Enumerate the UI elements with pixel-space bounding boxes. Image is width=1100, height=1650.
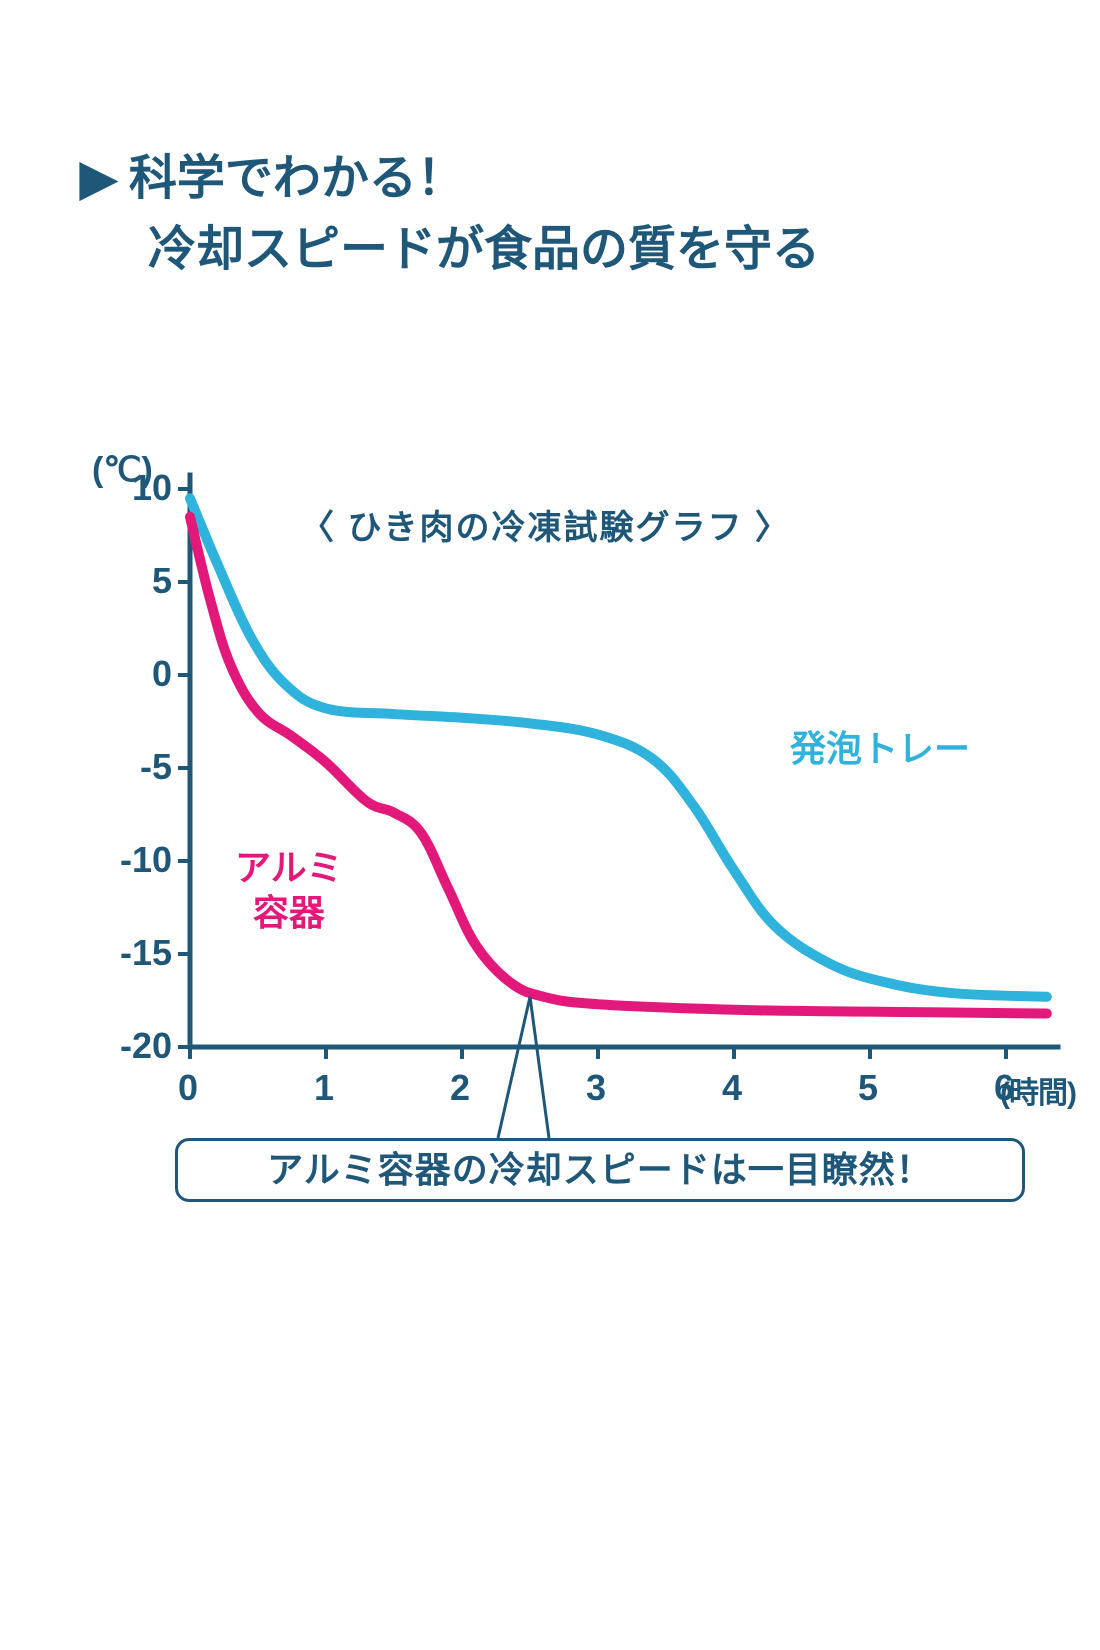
y-tick-label: 0 <box>152 653 172 695</box>
y-tick-label: -20 <box>120 1025 172 1067</box>
callout-text: アルミ容器の冷却スピードは一目瞭然！ <box>267 1149 933 1190</box>
series-label-foam-tray: 発泡トレー <box>790 720 970 772</box>
callout-box: アルミ容器の冷却スピードは一目瞭然！ <box>175 1138 1025 1202</box>
series-label-aluminum: アルミ 容器 <box>235 845 343 935</box>
x-tick-label: 0 <box>178 1067 198 1109</box>
chart-subtitle: 〈 ひき肉の冷凍試験グラフ 〉 <box>300 500 791 549</box>
freezing-chart <box>0 0 1100 1650</box>
x-tick-label: 2 <box>450 1067 470 1109</box>
x-tick-label: 3 <box>586 1067 606 1109</box>
x-tick-label: 4 <box>722 1067 742 1109</box>
y-tick-label: 10 <box>132 467 172 509</box>
series-label-aluminum-line2: 容器 <box>235 890 343 935</box>
x-tick-label: 1 <box>314 1067 334 1109</box>
y-tick-label: -15 <box>120 932 172 974</box>
series-label-aluminum-line1: アルミ <box>235 845 343 890</box>
page: ▶科学でわかる！ 冷却スピードが食品の質を守る (℃) (時間) 〈 ひき肉の冷… <box>0 0 1100 1650</box>
y-tick-label: -10 <box>120 839 172 881</box>
y-tick-label: 5 <box>152 560 172 602</box>
x-tick-label: 6 <box>994 1067 1014 1109</box>
y-tick-label: -5 <box>140 746 172 788</box>
x-tick-label: 5 <box>858 1067 878 1109</box>
